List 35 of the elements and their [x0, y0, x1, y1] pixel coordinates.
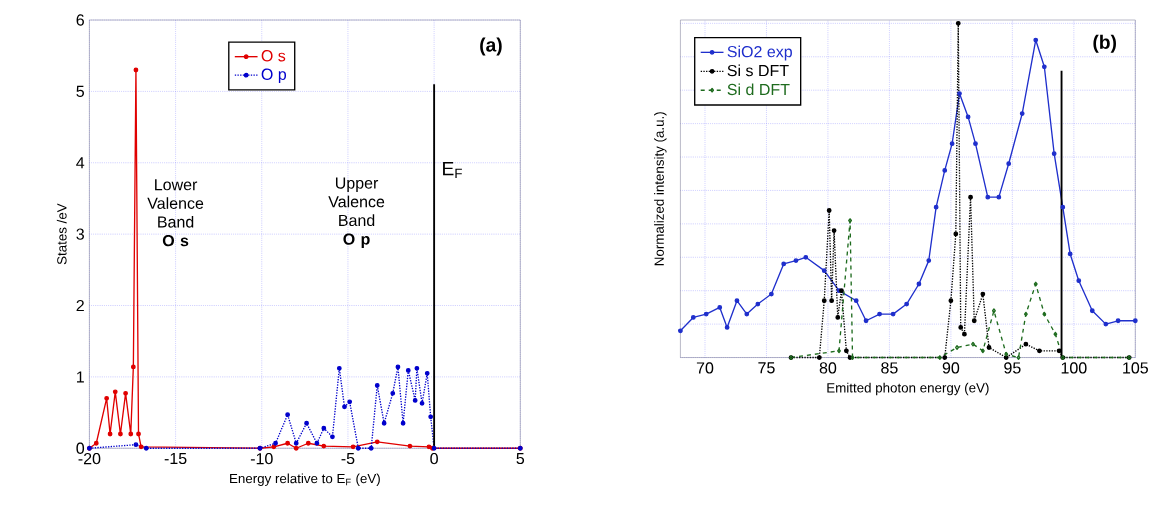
x-tick-label: 80 [819, 362, 837, 374]
x-axis-title: Energy relative to E$_{F}$ (eV) [230, 473, 380, 486]
x-tick-label: -10 [250, 452, 273, 465]
annotation: Upper Valence Band O p [328, 177, 385, 248]
x-tick-label: 100 [1061, 362, 1087, 374]
y-tick-label: 3 [76, 228, 84, 240]
x-tick-label: 90 [942, 362, 960, 374]
y-axis-title: States /eV [56, 203, 67, 265]
x-axis-title: Emitted photon energy (eV) [827, 382, 989, 396]
text: (b) [1093, 34, 1116, 53]
x-tick-label: -20 [78, 452, 101, 465]
legend-label: SiO2 exp [727, 45, 792, 61]
y-tick-label: 6 [76, 14, 84, 26]
y-tick-label: 5 [76, 85, 84, 97]
y-tick-label: 0 [76, 442, 85, 454]
legend-label: Si s DFT [727, 64, 789, 77]
x-tick-label: 5 [516, 452, 525, 465]
legend-label: O s [261, 50, 286, 62]
x-tick-label: 0 [430, 452, 438, 465]
y-tick-label: 1 [76, 371, 84, 383]
y-tick-label: 2 [76, 299, 84, 312]
x-tick-label: 85 [881, 362, 898, 374]
legend-label: Si d DFT [727, 83, 790, 96]
x-tick-label: -5 [341, 452, 355, 465]
y-axis-title: Normalized intensity (a.u.) [654, 112, 667, 266]
text: (a) [480, 37, 502, 56]
y-tick-label: 4 [76, 157, 85, 169]
legend-label: O p [261, 68, 287, 84]
x-tick-label: 105 [1123, 362, 1148, 374]
x-tick-label: -15 [164, 452, 187, 465]
x-tick-label: 70 [696, 362, 714, 374]
annotation: Lower Valence Band O s [147, 179, 204, 247]
x-tick-label: 95 [1004, 362, 1021, 374]
ref-line-label: E$_{F}$ [443, 161, 462, 179]
x-tick-label: 75 [758, 362, 775, 374]
